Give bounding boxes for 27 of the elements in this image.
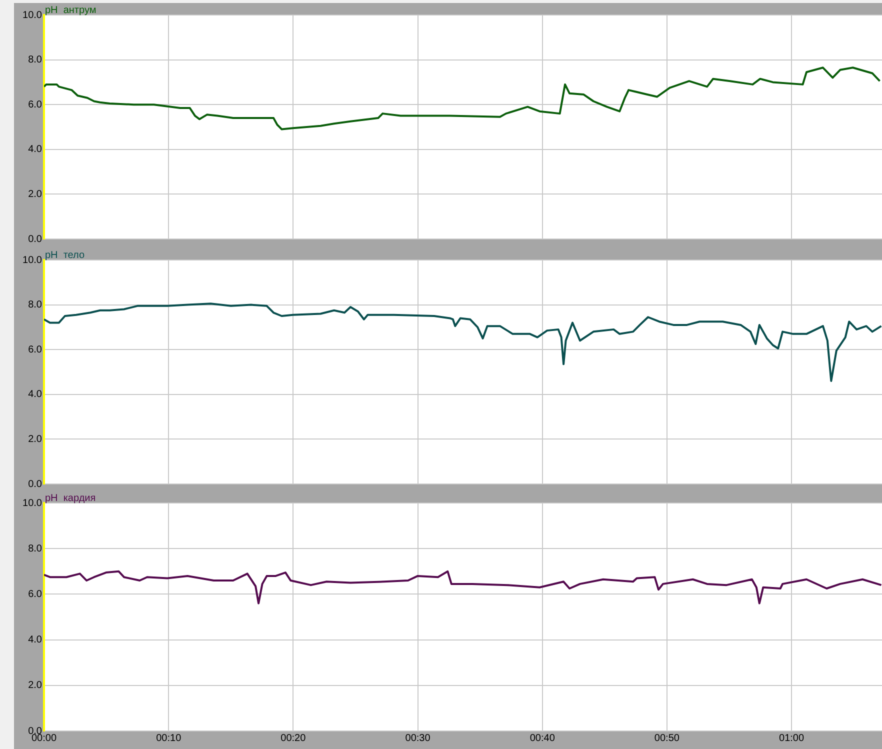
y-tick-label: 4.0 — [28, 634, 42, 646]
y-tick-label: 4.0 — [28, 389, 42, 400]
y-tick-label: 10.0 — [22, 10, 42, 21]
x-tick-label: 00:50 — [654, 732, 680, 744]
y-tick-label: 2.0 — [28, 188, 42, 200]
chart-title: pH тело — [45, 250, 85, 261]
y-tick-label: 4.0 — [28, 144, 42, 156]
x-tick-label: 01:00 — [779, 732, 804, 744]
x-tick-label: 00:30 — [405, 732, 431, 744]
y-tick-label: 8.0 — [28, 543, 42, 554]
y-tick-label: 6.0 — [28, 588, 42, 600]
y-tick-label: 10.0 — [22, 498, 42, 509]
x-tick-label: 00:00 — [31, 732, 57, 744]
y-tick-label: 8.0 — [28, 54, 42, 66]
y-tick-label: 10.0 — [22, 254, 42, 266]
chart-title: pH кардия — [45, 492, 96, 504]
chart-title: pH антрум — [45, 4, 96, 16]
y-tick-label: 8.0 — [28, 300, 42, 311]
y-tick-label: 0.0 — [28, 478, 42, 490]
y-tick-label: 6.0 — [28, 99, 42, 110]
y-tick-label: 6.0 — [28, 344, 42, 356]
y-tick-label: 0.0 — [28, 234, 42, 245]
x-tick-label: 00:40 — [530, 732, 556, 744]
x-tick-label: 00:20 — [280, 732, 306, 744]
y-tick-label: 2.0 — [28, 680, 42, 692]
x-tick-label: 00:10 — [156, 732, 182, 744]
y-tick-label: 2.0 — [28, 434, 42, 445]
